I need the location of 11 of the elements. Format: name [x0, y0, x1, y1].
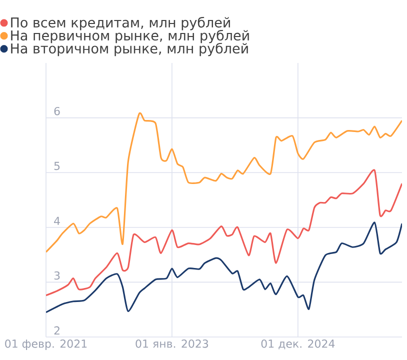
y-tick-label: 4 [54, 216, 60, 225]
x-tick-label: 01 дек. 2024 [261, 340, 335, 350]
legend-label: На первичном рынке, млн рублей [11, 30, 249, 44]
y-tick-label: 2 [54, 326, 60, 334]
y-tick-label: 3 [54, 271, 60, 280]
y-tick-label: 6 [54, 106, 60, 116]
legend-label: На вторичном рынке, млн рублей [11, 42, 248, 56]
x-tick-label: 01 янв. 2023 [136, 340, 208, 348]
x-tick-label: 01 февр. 2021 [5, 340, 87, 350]
legend-label: По всем кредитам, млн рублей [11, 16, 230, 30]
y-tick-label: 5 [54, 162, 60, 170]
